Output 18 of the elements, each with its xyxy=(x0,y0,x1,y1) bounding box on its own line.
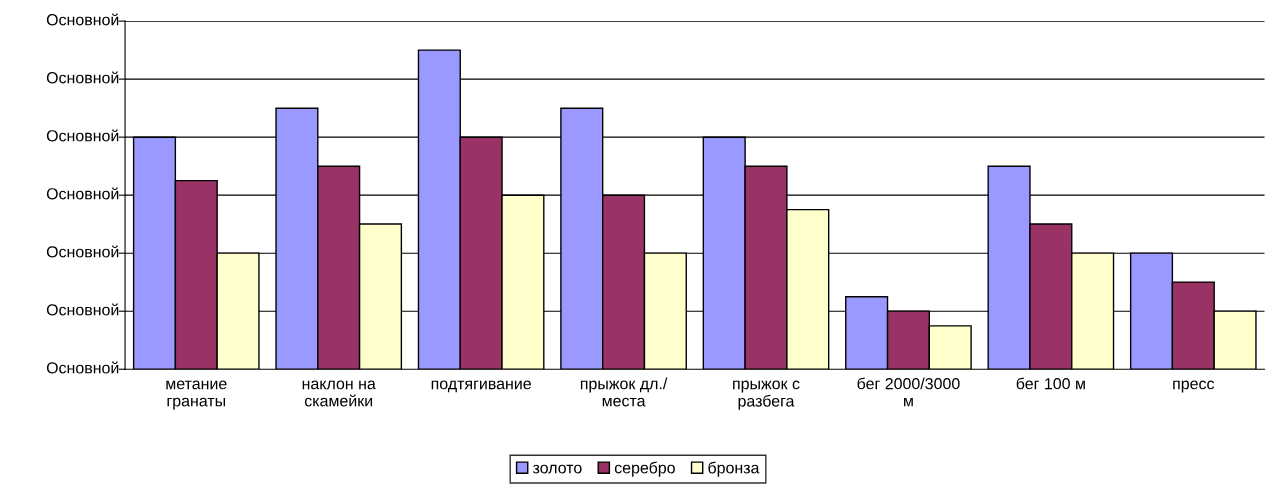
text: Основной xyxy=(46,71,119,84)
text: Основной xyxy=(46,129,119,142)
x-tick-label: пресс xyxy=(1173,380,1215,393)
x-tick-label: бег 2000/3000 м xyxy=(857,377,960,407)
x-tick-label: прыжок дл./ места xyxy=(580,377,668,407)
legend-label: серебро xyxy=(614,461,675,477)
x-tick-label: бег 100 м xyxy=(1016,377,1085,390)
x-tick-label: подтягивание xyxy=(431,380,531,393)
text: Основной xyxy=(46,13,119,26)
legend-label: бронза xyxy=(708,461,760,477)
x-tick-label: наклон на скамейки xyxy=(302,380,376,407)
x-tick-label: прыжок с разбега xyxy=(733,380,800,410)
text: Основной xyxy=(46,361,119,374)
legend-label: золото xyxy=(532,464,582,474)
x-tick-label: метание гранаты xyxy=(166,380,227,410)
text: Основной xyxy=(46,303,119,316)
text: Основной xyxy=(46,187,119,200)
text: Основной xyxy=(46,245,119,258)
